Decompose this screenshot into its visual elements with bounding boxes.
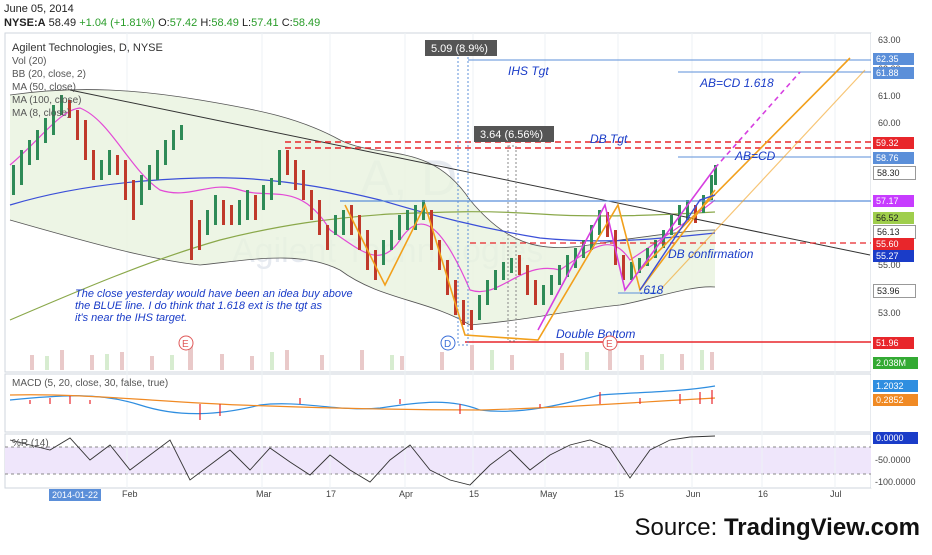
badge-volume: 2.038M [873, 357, 918, 369]
volume-bars [30, 340, 714, 370]
high-label: H: [200, 17, 212, 29]
open-value: 57.42 [169, 17, 198, 29]
open-label: O: [158, 17, 170, 29]
badge-56.52: 56.52 [873, 212, 914, 224]
signal-value-badge: 0.2852 [873, 394, 918, 406]
willr-title[interactable]: %R (14) [12, 438, 49, 449]
time-label-15b: 15 [614, 489, 625, 499]
descending-trendline [69, 89, 871, 256]
orange-channel-lower [659, 69, 866, 291]
svg-text:E: E [182, 339, 189, 350]
time-label-mar: Mar [256, 489, 272, 499]
ma-100-line [9, 177, 716, 242]
fib-618-label: .618 [640, 283, 664, 297]
macd-histogram [29, 390, 713, 420]
svg-text:E: E [606, 339, 613, 350]
willr-line [9, 435, 716, 486]
legend-ma50[interactable]: MA (50, close) [12, 82, 76, 93]
badge-56.13: 56.13 [873, 225, 916, 239]
time-axis[interactable]: 2014-01-22 Feb Mar 17 Apr 15 May 15 Jun … [5, 488, 871, 502]
time-label-may: May [540, 489, 558, 499]
badge-55.27: 55.27 [873, 250, 914, 262]
time-label-apr: Apr [399, 489, 414, 499]
willr-tick-0: 0.0000 [873, 432, 918, 444]
volume-bars-up [45, 350, 704, 370]
badge-58.76: 58.76 [873, 152, 914, 164]
last-price: 58.49 [48, 17, 77, 29]
willr-tick-50: -50.0000 [875, 455, 911, 465]
tick-60: 60.00 [878, 118, 901, 128]
earnings-marker-1[interactable]: E [178, 335, 194, 351]
tick-63: 63.00 [878, 35, 901, 45]
willr-tick-100: -100.0000 [875, 477, 916, 487]
badge-59.32: 59.32 [873, 137, 914, 149]
magenta-zigzag [537, 167, 716, 331]
time-label-16: 16 [758, 489, 769, 499]
legend-ma8[interactable]: MA (8, close) [12, 108, 70, 119]
legend-title: Agilent Technologies, D, NYSE [12, 42, 163, 54]
range2-box [474, 126, 554, 142]
badge-58.30: 58.30 [873, 166, 916, 180]
low-value: 57.41 [251, 17, 279, 29]
dividend-marker[interactable]: D [440, 335, 456, 351]
ma-8-line [9, 107, 716, 293]
close-label: C: [281, 17, 293, 29]
time-label-jul: Jul [830, 489, 842, 499]
note-line-3: it's near the IHS target. [75, 312, 187, 324]
abcd-label: AB=CD [734, 149, 776, 163]
note-line-1: The close yesterday would have been an i… [75, 288, 353, 300]
source-brand[interactable]: TradingView.com [723, 514, 920, 541]
note-line-2: the BLUE line. I do think that 1.618 ext… [75, 300, 323, 312]
range-box-2 [507, 145, 517, 342]
bollinger-band-fill [10, 89, 715, 325]
range2-label: 3.64 (6.56%) [480, 129, 543, 141]
high-value: 58.49 [211, 17, 239, 29]
blue-abcd [639, 194, 716, 291]
symbol-label[interactable]: NYSE:A [4, 17, 46, 29]
time-label-15a: 15 [469, 489, 480, 499]
legend-bb[interactable]: BB (20, close, 2) [12, 69, 86, 80]
tick-61: 61.00 [878, 91, 901, 101]
macd-pane[interactable] [4, 373, 872, 433]
close-value: 58.49 [292, 17, 321, 29]
ohlc-readout: NYSE:A 58.49 +1.04 (+1.81%) O:57.42 H:58… [4, 17, 320, 29]
chart-date: June 05, 2014 [4, 3, 74, 15]
source-prefix: Source: [634, 514, 724, 541]
tick-53: 53.00 [878, 308, 901, 318]
macd-value-badge: 1.2032 [873, 380, 918, 392]
signal-line [9, 394, 716, 411]
badge-53.96: 53.96 [873, 284, 916, 298]
ihs-target-label: IHS Tgt [508, 64, 549, 78]
svg-text:D: D [444, 339, 451, 350]
magenta-projection [714, 71, 801, 169]
db-confirmation-label: DB confirmation [668, 247, 754, 261]
willr-band [5, 447, 871, 474]
legend-ma100[interactable]: MA (100, close) [12, 95, 81, 106]
abcd-1618-label: AB=CD 1.618 [699, 76, 774, 90]
source-credit: Source: TradingView.com [635, 514, 920, 542]
orange-channel-upper [639, 57, 851, 271]
time-label-jun: Jun [686, 489, 701, 499]
double-bottom-label: Double Bottom [556, 327, 635, 341]
time-cursor-label: 2014-01-22 [49, 489, 102, 501]
badge-61.88: 61.88 [873, 67, 914, 79]
legend-vol[interactable]: Vol (20) [12, 56, 46, 67]
price-change: +1.04 (+1.81%) [79, 17, 156, 29]
time-label-feb: Feb [122, 489, 138, 499]
bollinger-lower [9, 219, 716, 326]
low-label: L: [241, 17, 252, 29]
tick-55: 55.00 [878, 260, 901, 270]
db-target-label: DB Tgt [590, 132, 628, 146]
badge-51.96: 51.96 [873, 337, 914, 349]
earnings-marker-2[interactable]: E [602, 335, 618, 351]
time-label-17: 17 [326, 489, 337, 499]
range1-box [425, 40, 497, 56]
badge-55.60: 55.60 [873, 238, 914, 250]
ma-50-line [9, 211, 716, 321]
badge-62.35: 62.35 [873, 53, 914, 65]
badge-57.17: 57.17 [873, 195, 914, 207]
range1-label: 5.09 (8.9%) [431, 43, 488, 55]
macd-title[interactable]: MACD (5, 20, close, 30, false, true) [12, 378, 168, 389]
